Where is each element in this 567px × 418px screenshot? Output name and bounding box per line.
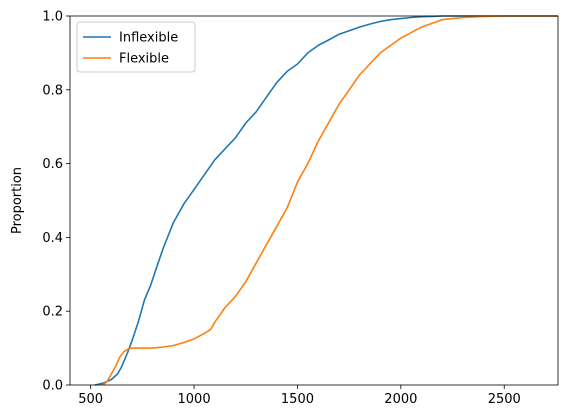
axes-frame [69,15,559,386]
series-line-flexible [102,15,558,386]
y-tick-label: 0.2 [42,305,63,320]
y-tick-label: 0.4 [42,231,63,246]
x-tick-label: 1000 [178,392,211,407]
y-tick-label: 1.0 [42,10,63,25]
y-axis: 0.0 0.2 0.4 0.6 0.8 1.0 [42,10,70,394]
x-tick-label: 1500 [281,392,314,407]
x-tick-label: 2000 [384,392,417,407]
x-axis: 500 1000 1500 2000 2500 [78,385,521,407]
series-layer [94,15,558,386]
y-tick-label: 0.8 [42,83,63,98]
x-tick-label: 500 [78,392,103,407]
legend-box [76,21,196,73]
legend-label: Inflexible [119,31,178,46]
x-tick-label: 2500 [488,392,521,407]
series-line-inflexible [94,15,558,386]
legend-label: Flexible [119,52,169,67]
legend: Inflexible Flexible [76,21,196,73]
y-tick-label: 0.6 [42,157,63,172]
y-axis-label: Proportion [10,167,25,234]
y-tick-label: 0.0 [42,379,63,394]
